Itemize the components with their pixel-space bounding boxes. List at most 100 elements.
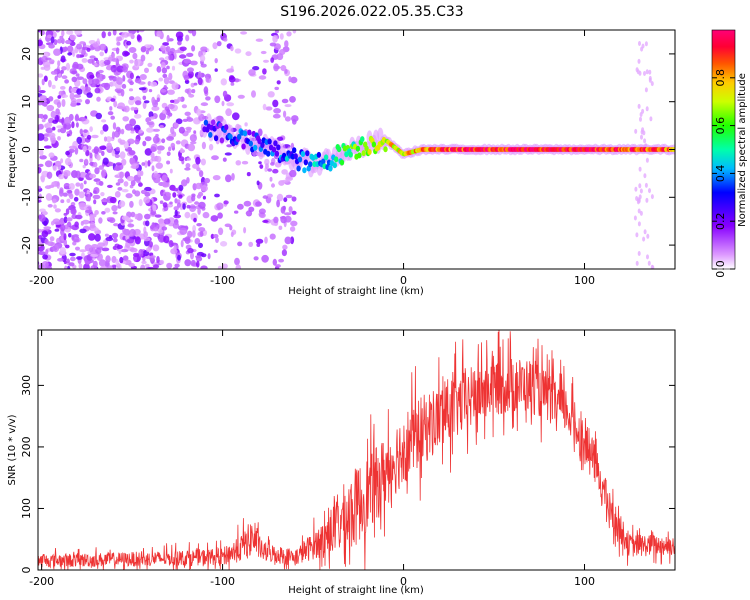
spectrogram-noise-speck	[38, 164, 39, 169]
spectrogram-noise-speck	[157, 218, 165, 224]
spectrogram-noise-speck	[90, 254, 98, 257]
spectrogram-noise-speck	[119, 171, 124, 179]
spectrogram-noise-speck	[139, 74, 147, 80]
spectrogram-noise-speck	[66, 30, 74, 35]
spectrogram-noise-speck	[218, 227, 224, 236]
spectrogram-noise-speck	[198, 201, 206, 209]
spectrogram-noise-speck	[69, 34, 77, 41]
spectrogram-noise-speck	[163, 235, 170, 244]
spectrogram-noise-speck	[57, 136, 61, 141]
spectrogram-noise-speck	[66, 265, 71, 269]
spectrogram-noise-speck	[245, 211, 251, 216]
spectrogram-noise-speck	[148, 111, 154, 118]
spectrogram-noise-speck	[52, 119, 58, 124]
spectrogram-noise-speck	[117, 102, 126, 110]
spectrogram-noise-speck	[283, 110, 287, 118]
spectrogram-noise-speck	[273, 63, 279, 72]
spectrogram-ridge-cell	[276, 144, 281, 151]
spectrogram-noise-speck	[96, 154, 101, 161]
spectrogram-noise-speck	[158, 77, 164, 82]
spectrogram-noise-speck	[161, 67, 168, 74]
spectrogram-noise-speck	[199, 55, 206, 62]
spectrogram-noise-speck	[112, 30, 117, 36]
spectrogram-noise-speck	[191, 89, 196, 94]
spectrogram-noise-speck	[64, 79, 69, 84]
spectrogram-noise-speck	[283, 197, 288, 203]
spectrogram-noise-speck	[248, 206, 255, 212]
spectrogram-noise-speck	[152, 128, 160, 132]
spectrogram-noise-speck	[243, 200, 252, 207]
spectrogram-noise-speck	[67, 45, 73, 52]
spectrogram-noise-speck	[88, 77, 94, 86]
spectrogram-noise-speck	[68, 148, 75, 153]
spectrogram-noise-speck	[225, 108, 232, 117]
spectrogram-noise-speck	[48, 96, 54, 102]
spectrogram-noise-speck	[89, 152, 93, 159]
spectrogram-noise-speck	[196, 194, 202, 199]
spectrogram-ytick-label: -10	[20, 188, 33, 206]
spectrogram-noise-speck	[639, 112, 643, 117]
spectrogram-noise-speck	[199, 230, 204, 237]
spectrogram-noise-speck	[180, 239, 184, 248]
spectrogram-noise-speck	[172, 222, 180, 229]
spectrogram-ytick-label: 20	[20, 47, 33, 61]
spectrogram-noise-speck	[292, 119, 297, 125]
spectrogram-noise-speck	[151, 165, 155, 172]
spectrogram-noise-speck	[125, 193, 133, 199]
spectrogram-noise-speck	[145, 50, 149, 55]
spectrogram-noise-speck	[643, 229, 647, 235]
spectrogram-noise-speck	[121, 83, 127, 89]
spectrogram-noise-speck	[186, 204, 191, 209]
spectrogram-noise-speck	[79, 128, 84, 135]
spectrogram-noise-speck	[275, 264, 281, 268]
spectrogram-noise-speck	[137, 170, 142, 178]
spectrogram-noise-speck	[289, 226, 296, 232]
spectrogram-noise-speck	[110, 115, 115, 120]
spectrogram-noise-speck	[161, 226, 168, 231]
spectrogram-noise-speck	[197, 207, 201, 215]
spectrogram-noise-speck	[286, 31, 292, 37]
spectrogram-noise-speck	[175, 118, 183, 125]
spectrogram-noise-speck	[212, 175, 221, 181]
spectrogram-noise-speck	[93, 161, 98, 168]
spectrogram-noise-speck	[202, 211, 210, 219]
spectrogram-noise-speck	[186, 230, 193, 238]
spectrogram-ridge-cell	[355, 145, 361, 152]
spectrogram-noise-speck	[184, 111, 191, 117]
spectrogram-noise-speck	[38, 185, 42, 190]
spectrogram-noise-speck	[42, 60, 51, 68]
spectrogram-noise-speck	[167, 89, 175, 95]
spectrogram-noise-speck	[173, 206, 179, 211]
spectrogram-noise-speck	[138, 182, 143, 187]
spectrogram-noise-speck	[189, 134, 197, 142]
spectrogram-noise-speck	[74, 30, 82, 36]
spectrogram-noise-speck	[41, 230, 49, 238]
spectrogram-noise-speck	[188, 93, 195, 98]
spectrogram-noise-speck	[192, 163, 200, 169]
spectrogram-noise-speck	[86, 47, 91, 52]
spectrogram-noise-speck	[222, 263, 228, 269]
spectrogram-noise-speck	[48, 80, 52, 88]
spectrogram-noise-speck	[130, 179, 136, 187]
spectrogram-noise-speck	[38, 238, 41, 242]
spectrogram-noise-speck	[262, 195, 268, 199]
spectrogram-noise-speck	[99, 43, 107, 51]
spectrogram-ridge-cell	[241, 143, 246, 150]
spectrogram-noise-speck	[144, 148, 153, 156]
spectrogram-noise-speck	[57, 38, 63, 44]
spectrogram-noise-speck	[100, 82, 109, 88]
spectrogram-noise-speck	[63, 233, 67, 241]
spectrogram-noise-speck	[639, 188, 643, 194]
spectrogram-noise-speck	[39, 148, 44, 157]
spectrogram-ridge-cell	[242, 130, 248, 137]
spectrogram-noise-speck	[138, 87, 147, 91]
spectrogram-noise-speck	[191, 45, 196, 52]
spectrogram-noise-speck	[98, 217, 103, 224]
spectrogram-noise-speck	[244, 122, 248, 127]
spectrogram-noise-speck	[198, 227, 206, 232]
spectrogram-noise-speck	[179, 46, 187, 52]
spectrogram-noise-speck	[223, 37, 228, 42]
spectrogram-noise-speck	[281, 249, 287, 257]
spectrogram-noise-speck	[163, 76, 170, 85]
spectrogram-noise-speck	[110, 98, 116, 102]
